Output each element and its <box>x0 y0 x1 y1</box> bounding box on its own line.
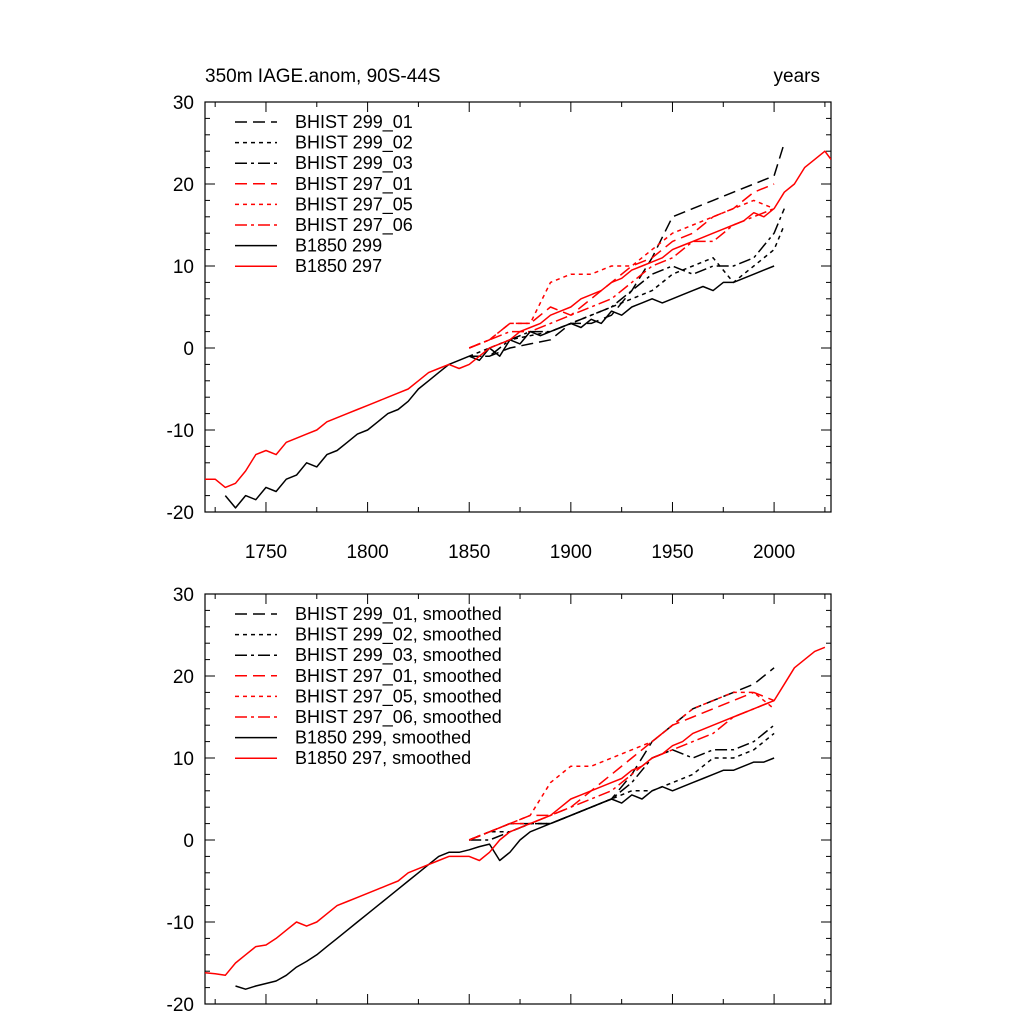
legend-label: BHIST 299_03 <box>295 153 413 174</box>
series-line <box>205 150 831 489</box>
y-tick-label: 10 <box>173 257 194 278</box>
y-tick-label: 0 <box>183 339 194 360</box>
series-line <box>468 199 775 349</box>
series-line <box>469 142 786 357</box>
legend-label: BHIST 299_03, smoothed <box>295 645 502 666</box>
plot-frame <box>204 593 832 1005</box>
x-tick-label: 1800 <box>346 542 388 563</box>
legend-label: B1850 297, smoothed <box>295 748 471 768</box>
y-tick-label: 20 <box>173 667 194 688</box>
series-line <box>468 732 775 841</box>
series-line <box>224 265 775 509</box>
plot-frame <box>204 101 832 513</box>
y-tick-label: 30 <box>173 585 194 606</box>
series-line <box>468 224 785 357</box>
series-line <box>235 757 775 990</box>
legend-label: B1850 297 <box>295 256 382 276</box>
y-tick-label: 10 <box>173 749 194 770</box>
legend-label: B1850 299, smoothed <box>295 728 471 748</box>
legend-label: BHIST 299_02 <box>295 133 413 154</box>
legend-label: BHIST 297_01, smoothed <box>295 666 502 687</box>
x-tick-label: 2000 <box>753 542 795 563</box>
legend-label: BHIST 299_02, smoothed <box>295 625 502 646</box>
y-tick-label: -20 <box>167 503 194 524</box>
series-line <box>468 691 775 841</box>
legend-label: BHIST 299_01, smoothed <box>295 604 502 625</box>
legend-label: BHIST 297_06 <box>295 215 413 236</box>
chart-units: years <box>774 66 820 87</box>
series-group <box>205 646 826 990</box>
top-panel: 1750 1800 1850 1900 1950 2000 -20 -10 0 10 20 30 BHI… <box>167 93 832 563</box>
y-tick-label: 30 <box>173 93 194 114</box>
legend-label: BHIST 297_06, smoothed <box>295 707 502 728</box>
x-tick-label: 1950 <box>651 542 693 563</box>
x-tick-label: 1850 <box>448 542 490 563</box>
legend-label: BHIST 297_01 <box>295 174 413 195</box>
series-line <box>469 208 785 357</box>
y-tick-label: -10 <box>167 913 194 934</box>
series-group <box>205 142 831 509</box>
y-tick-label: -20 <box>167 995 194 1016</box>
legend-label: B1850 299 <box>295 236 382 256</box>
series-line <box>468 699 775 841</box>
legend-label: BHIST 297_05 <box>295 194 413 215</box>
x-tick-label: 1900 <box>550 542 592 563</box>
y-tick-label: 0 <box>183 831 194 852</box>
legend-label: BHIST 297_05, smoothed <box>295 686 502 707</box>
y-tick-label: 20 <box>173 175 194 196</box>
x-tick-label: 1750 <box>245 542 287 563</box>
series-line <box>205 646 826 977</box>
y-tick-label: -10 <box>167 421 194 442</box>
legend-label: BHIST 299_01 <box>295 112 413 133</box>
chart-title: 350m IAGE.anom, 90S-44S <box>205 66 441 87</box>
